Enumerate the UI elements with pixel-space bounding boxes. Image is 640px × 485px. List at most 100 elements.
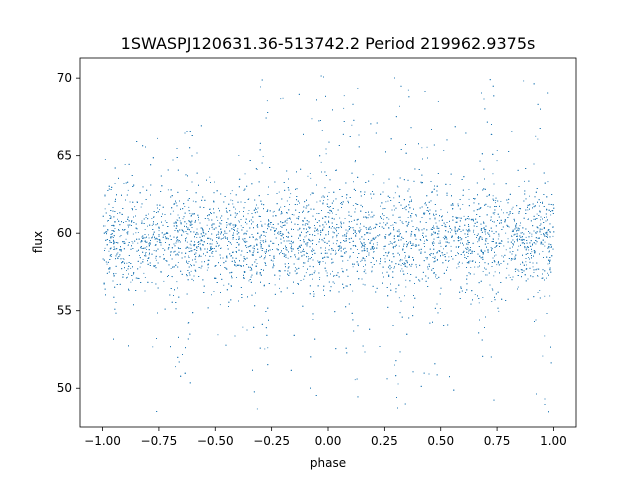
data-point bbox=[148, 254, 150, 256]
data-point bbox=[404, 207, 406, 209]
data-point bbox=[151, 225, 153, 226]
data-point bbox=[493, 275, 495, 277]
data-point bbox=[246, 241, 248, 243]
data-point bbox=[163, 280, 165, 282]
data-point bbox=[389, 241, 391, 242]
data-point bbox=[395, 246, 396, 248]
data-point bbox=[206, 269, 208, 271]
data-point bbox=[546, 277, 547, 279]
data-point bbox=[188, 206, 190, 208]
data-point bbox=[256, 408, 258, 410]
data-point bbox=[336, 236, 338, 238]
data-point bbox=[272, 211, 274, 213]
data-point bbox=[372, 174, 374, 176]
data-point bbox=[503, 245, 505, 247]
data-point bbox=[319, 279, 320, 280]
data-point bbox=[334, 254, 336, 255]
data-point bbox=[293, 214, 295, 216]
data-point bbox=[222, 238, 224, 239]
data-point bbox=[547, 247, 548, 249]
data-point bbox=[536, 268, 538, 270]
data-point bbox=[479, 262, 480, 263]
data-point bbox=[538, 205, 540, 207]
data-point bbox=[218, 237, 220, 239]
data-point bbox=[332, 236, 334, 238]
data-point bbox=[407, 217, 409, 218]
data-point bbox=[518, 245, 520, 247]
data-point bbox=[465, 229, 467, 231]
data-point bbox=[387, 200, 389, 202]
data-point bbox=[359, 232, 360, 234]
data-point bbox=[339, 246, 340, 248]
data-point bbox=[480, 228, 482, 230]
data-point bbox=[303, 278, 305, 280]
data-point bbox=[245, 242, 247, 243]
data-point bbox=[187, 322, 189, 324]
data-point bbox=[114, 183, 116, 184]
data-point bbox=[316, 201, 318, 203]
data-point bbox=[464, 219, 466, 221]
data-point bbox=[352, 290, 354, 292]
data-point bbox=[235, 265, 237, 267]
data-point bbox=[337, 233, 339, 234]
data-point bbox=[452, 208, 454, 210]
data-point bbox=[326, 272, 328, 274]
data-point bbox=[467, 247, 469, 249]
data-point bbox=[325, 262, 326, 264]
data-point bbox=[118, 229, 120, 231]
data-point bbox=[520, 263, 521, 265]
data-point bbox=[325, 153, 327, 155]
data-point bbox=[404, 257, 406, 259]
data-point bbox=[362, 258, 364, 259]
data-point bbox=[537, 275, 539, 277]
data-point bbox=[470, 267, 472, 268]
data-point bbox=[304, 236, 306, 238]
data-point bbox=[189, 224, 191, 226]
data-point bbox=[280, 206, 282, 208]
data-point bbox=[193, 265, 195, 266]
data-point bbox=[232, 200, 234, 202]
data-point bbox=[468, 189, 470, 190]
data-point bbox=[108, 250, 110, 252]
data-point bbox=[366, 228, 368, 230]
data-point bbox=[500, 201, 502, 202]
data-point bbox=[544, 241, 546, 243]
data-point bbox=[158, 230, 160, 232]
data-point bbox=[277, 249, 279, 251]
data-point bbox=[214, 248, 215, 249]
data-point bbox=[437, 101, 439, 102]
data-point bbox=[360, 241, 361, 243]
data-point bbox=[385, 201, 387, 203]
data-point bbox=[209, 176, 211, 178]
data-point bbox=[220, 265, 221, 266]
data-point bbox=[334, 275, 336, 277]
data-point bbox=[233, 251, 234, 253]
data-point bbox=[177, 220, 179, 221]
data-point bbox=[384, 258, 386, 260]
data-point bbox=[280, 225, 282, 227]
data-point bbox=[238, 236, 240, 238]
data-point bbox=[151, 218, 153, 219]
data-point bbox=[223, 284, 225, 286]
data-point bbox=[534, 251, 536, 253]
data-point bbox=[326, 256, 328, 258]
data-point bbox=[494, 212, 496, 213]
data-point bbox=[345, 234, 347, 236]
data-point bbox=[458, 266, 460, 268]
data-point bbox=[527, 219, 529, 220]
data-point bbox=[424, 240, 425, 242]
data-point bbox=[463, 215, 465, 217]
data-point bbox=[130, 281, 132, 283]
data-point bbox=[317, 260, 319, 262]
data-point bbox=[310, 274, 311, 276]
data-point bbox=[406, 225, 408, 227]
data-point bbox=[295, 267, 296, 269]
data-point bbox=[148, 213, 149, 215]
data-point bbox=[365, 272, 367, 274]
data-point bbox=[126, 270, 127, 271]
data-point bbox=[343, 95, 345, 97]
data-point bbox=[393, 197, 395, 199]
data-point bbox=[549, 268, 551, 270]
data-point bbox=[321, 196, 323, 198]
data-point bbox=[243, 240, 245, 242]
